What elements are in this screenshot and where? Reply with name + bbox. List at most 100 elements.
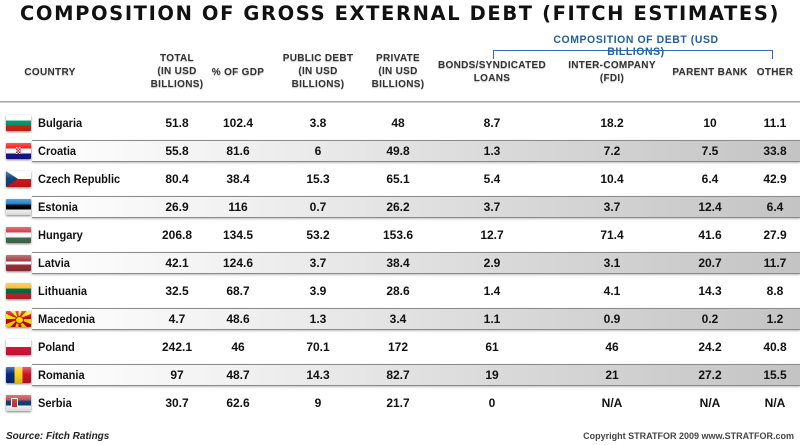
country-name: Hungary [38,228,83,242]
cell--of-gdp: 68.7 [226,284,250,298]
row-shading [32,140,800,162]
table-row: Serbia 30.7 62.6 9 21.7 0 N/A N/A N/A [0,392,800,414]
cell-bonds-syndicated-loans: 0 [488,396,496,410]
cell-inter-company-fdi: 71.4 [600,228,624,242]
country-name: Poland [38,340,75,354]
cell-bonds-syndicated-loans: 1.4 [483,284,501,298]
cell-private-in-usd-billions: 3.4 [389,312,407,326]
table-row: Estonia 26.9 116 0.7 26.2 3.7 3.7 12.4 6.4 [0,196,800,218]
column-header: % OF GDP [208,66,268,79]
cell-other: 6.4 [766,200,784,214]
cell-private-in-usd-billions: 65.1 [386,172,410,186]
cell-other: 8.8 [766,284,784,298]
cell-bonds-syndicated-loans: 1.1 [483,312,501,326]
cell-other: 27.9 [763,228,787,242]
cell-inter-company-fdi: 4.1 [603,284,621,298]
country-name: Bulgaria [38,116,83,130]
cell-parent-bank: 41.6 [698,228,722,242]
table-row: Romania 97 48.7 14.3 82.7 19 21 27.2 15.5 [0,364,800,386]
cell-total-in-usd-billions: 97 [170,368,184,382]
table-row: Macedonia 4.7 48.6 1.3 3.4 1.1 0.9 0.2 1.2 [0,308,800,330]
table-row: Bulgaria 51.8 102.4 3.8 48 8.7 18.2 10 11.1 [0,112,800,134]
cell-parent-bank: 14.3 [698,284,722,298]
cell-public-debt-in-usd-billions: 9 [314,396,322,410]
column-header-line: PARENT BANK [672,67,748,78]
country-name: Serbia [38,396,72,410]
column-header: OTHER [750,66,800,79]
latvia-flag-icon [6,255,31,271]
cell-bonds-syndicated-loans: 19 [485,368,499,382]
column-header: INTER-COMPANY (FDI) [562,59,662,85]
cell-inter-company-fdi: 3.1 [603,256,621,270]
column-header-line: (FDI) [599,73,625,84]
country-name: Lithuania [38,284,88,298]
column-header-line: % OF GDP [211,67,265,78]
cell-parent-bank: 27.2 [698,368,722,382]
hungary-flag-icon [6,227,31,243]
cell-private-in-usd-billions: 153.6 [382,228,414,242]
cell-inter-company-fdi: 10.4 [600,172,624,186]
cell-inter-company-fdi: N/A [601,396,623,410]
cell-inter-company-fdi: 46 [605,340,619,354]
estonia-flag-icon [6,199,31,215]
table-row: Czech Republic 80.4 38.4 15.3 65.1 5.4 10.4 6.4… [0,168,800,190]
cell-other: 11.1 [763,116,787,130]
cell-public-debt-in-usd-billions: 1.3 [309,312,327,326]
column-header: TOTAL (IN USD BILLIONS) [142,52,212,91]
column-header: BONDS/SYNDICATED LOANS [437,59,547,85]
cell-private-in-usd-billions: 48 [391,116,405,130]
column-header: PARENT BANK [670,66,750,79]
cell-parent-bank: 6.4 [701,172,719,186]
cell-parent-bank: 12.4 [698,200,722,214]
cell-total-in-usd-billions: 4.7 [168,312,186,326]
cell-parent-bank: 10 [703,116,717,130]
column-header-line: PRIVATE [376,53,420,64]
table-row: Croatia 55.8 81.6 6 49.8 1.3 7.2 7.5 33.8 [0,140,800,162]
czech-flag-icon [6,171,31,187]
cell-total-in-usd-billions: 51.8 [165,116,189,130]
cell-public-debt-in-usd-billions: 70.1 [306,340,330,354]
cell-public-debt-in-usd-billions: 53.2 [306,228,330,242]
cell-private-in-usd-billions: 21.7 [386,396,410,410]
macedonia-flag-icon [6,311,31,327]
cell-bonds-syndicated-loans: 8.7 [483,116,501,130]
cell-public-debt-in-usd-billions: 0.7 [309,200,327,214]
cell-inter-company-fdi: 21 [605,368,619,382]
cell-public-debt-in-usd-billions: 15.3 [306,172,330,186]
cell-bonds-syndicated-loans: 12.7 [480,228,504,242]
column-header: PUBLIC DEBT (IN USD BILLIONS) [273,52,363,91]
country-name: Croatia [38,144,77,158]
cell-public-debt-in-usd-billions: 3.9 [309,284,327,298]
header-divider [0,101,800,103]
cell--of-gdp: 81.6 [226,144,250,158]
composition-group-header: COMPOSITION OF DEBT (USD BILLIONS) [553,34,719,58]
cell-private-in-usd-billions: 82.7 [386,368,410,382]
column-header-line: (IN USD [298,66,338,77]
column-header-line: (IN USD [157,66,197,77]
copyright-note: Copyright STRATFOR 2009 www.STRATFOR.com [583,431,794,441]
source-note: Source: Fitch Ratings [6,431,110,442]
cell-private-in-usd-billions: 26.2 [386,200,410,214]
cell-bonds-syndicated-loans: 2.9 [483,256,501,270]
column-header-line: BILLIONS) [371,79,425,90]
column-header-line: TOTAL [160,53,194,64]
column-header-line: OTHER [756,67,794,78]
column-header-line: BILLIONS) [291,79,345,90]
cell-total-in-usd-billions: 206.8 [161,228,193,242]
table-row: Lithuania 32.5 68.7 3.9 28.6 1.4 4.1 14.3 8.8 [0,280,800,302]
cell-private-in-usd-billions: 49.8 [386,144,410,158]
cell-total-in-usd-billions: 242.1 [161,340,193,354]
cell-total-in-usd-billions: 26.9 [165,200,189,214]
cell-parent-bank: 7.5 [701,144,719,158]
cell--of-gdp: 48.7 [226,368,250,382]
column-header-line: PUBLIC DEBT [282,53,354,64]
cell--of-gdp: 134.5 [222,228,254,242]
row-shading [32,196,800,218]
cell-private-in-usd-billions: 38.4 [386,256,410,270]
cell-bonds-syndicated-loans: 5.4 [483,172,501,186]
cell-other: 1.2 [766,312,784,326]
column-header-line: BILLIONS) [150,79,204,90]
cell-private-in-usd-billions: 172 [387,340,409,354]
cell-inter-company-fdi: 0.9 [603,312,621,326]
croatia-flag-icon [6,143,31,159]
